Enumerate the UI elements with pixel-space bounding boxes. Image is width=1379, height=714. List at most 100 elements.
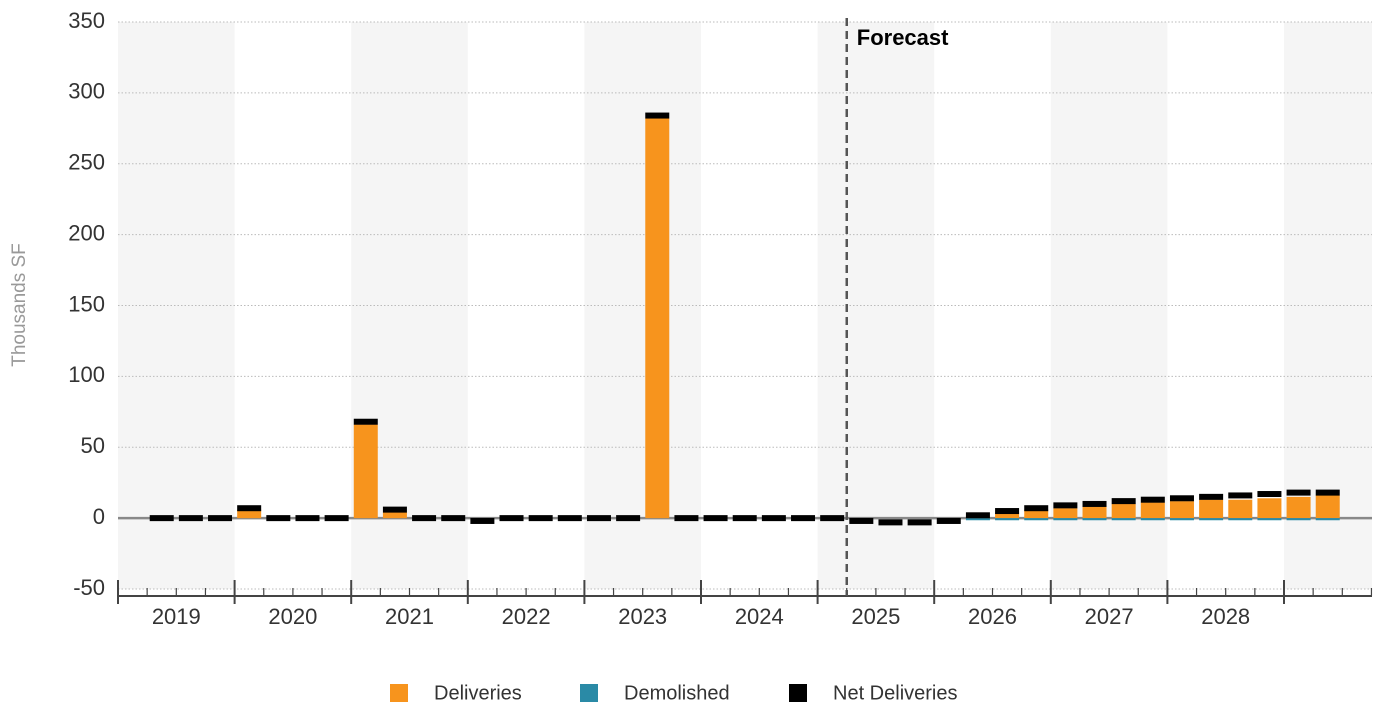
bar-deliveries xyxy=(1140,502,1165,519)
bar-deliveries xyxy=(1228,499,1253,519)
x-tick-label: 2021 xyxy=(385,604,434,629)
y-tick-label: 50 xyxy=(81,433,105,458)
x-tick-label: 2022 xyxy=(502,604,551,629)
net-marker xyxy=(295,515,320,522)
bar-demolished xyxy=(1024,518,1049,521)
net-marker xyxy=(907,519,932,526)
bar-deliveries xyxy=(1257,498,1282,519)
net-marker xyxy=(936,517,961,524)
legend-label: Net Deliveries xyxy=(833,682,957,704)
y-tick-label: 0 xyxy=(93,504,105,529)
bar-deliveries xyxy=(1199,499,1224,519)
year-band xyxy=(118,22,235,589)
y-tick-label: 150 xyxy=(68,291,105,316)
net-marker xyxy=(1199,493,1224,500)
bar-demolished xyxy=(1315,518,1340,521)
net-marker xyxy=(149,515,174,522)
year-band xyxy=(817,22,935,589)
net-marker xyxy=(674,515,699,522)
legend-label: Deliveries xyxy=(434,682,522,704)
net-marker xyxy=(353,418,378,425)
net-marker xyxy=(1082,500,1107,507)
bar-demolished xyxy=(1228,518,1253,521)
y-tick-label: 200 xyxy=(68,220,105,245)
x-tick-label: 2020 xyxy=(268,604,317,629)
net-marker xyxy=(1315,489,1340,496)
bar-deliveries xyxy=(645,118,670,519)
bar-deliveries xyxy=(353,424,378,519)
x-tick-label: 2028 xyxy=(1201,604,1250,629)
net-marker xyxy=(1024,505,1049,512)
net-marker xyxy=(178,515,203,522)
net-marker xyxy=(878,519,903,526)
bar-deliveries xyxy=(1111,503,1136,519)
y-axis-label: Thousands SF xyxy=(9,243,30,367)
bar-deliveries xyxy=(995,512,1020,519)
net-marker xyxy=(1111,498,1136,505)
net-marker xyxy=(1140,496,1165,503)
x-tick-label: 2019 xyxy=(152,604,201,629)
bar-demolished xyxy=(1199,518,1224,521)
bar-demolished xyxy=(1257,518,1282,521)
y-tick-label: 250 xyxy=(68,150,105,175)
bar-deliveries xyxy=(1024,509,1049,519)
y-tick-label: 350 xyxy=(68,8,105,33)
net-marker xyxy=(1257,491,1282,498)
legend-swatch xyxy=(789,684,807,702)
net-marker xyxy=(732,515,757,522)
x-tick-label: 2025 xyxy=(851,604,900,629)
x-tick-label: 2023 xyxy=(618,604,667,629)
net-marker xyxy=(1053,502,1078,509)
bar-demolished xyxy=(1286,518,1311,521)
bar-deliveries xyxy=(382,512,407,519)
bar-demolished xyxy=(1140,518,1165,521)
net-marker xyxy=(616,515,641,522)
net-marker xyxy=(995,508,1020,515)
bar-demolished xyxy=(1111,518,1136,521)
net-marker xyxy=(412,515,437,522)
bar-deliveries xyxy=(1315,495,1340,519)
y-tick-label: 100 xyxy=(68,362,105,387)
net-marker xyxy=(703,515,728,522)
net-marker xyxy=(441,515,466,522)
net-marker xyxy=(557,515,582,522)
forecast-label: Forecast xyxy=(857,25,949,50)
legend-swatch xyxy=(390,684,408,702)
legend-label: Demolished xyxy=(624,682,730,704)
bar-demolished xyxy=(1053,518,1078,521)
net-marker xyxy=(791,515,816,522)
net-marker xyxy=(645,112,670,119)
net-marker xyxy=(324,515,349,522)
bar-deliveries xyxy=(1082,505,1107,519)
bar-demolished xyxy=(1169,518,1194,521)
net-marker xyxy=(849,517,874,524)
net-marker xyxy=(499,515,524,522)
bar-demolished xyxy=(1082,518,1107,521)
net-marker xyxy=(586,515,611,522)
net-marker xyxy=(266,515,291,522)
net-marker xyxy=(470,517,495,524)
net-marker xyxy=(820,515,845,522)
y-tick-label: -50 xyxy=(73,575,105,600)
bar-deliveries xyxy=(1169,501,1194,519)
bar-demolished xyxy=(995,518,1020,521)
net-marker xyxy=(382,506,407,513)
bar-deliveries xyxy=(237,509,262,519)
y-tick-label: 300 xyxy=(68,79,105,104)
bar-demolished xyxy=(965,518,990,521)
net-marker xyxy=(237,505,262,512)
net-marker xyxy=(1169,495,1194,502)
net-marker xyxy=(761,515,786,522)
net-marker xyxy=(528,515,553,522)
net-marker xyxy=(1286,489,1311,496)
net-marker xyxy=(208,515,233,522)
x-tick-label: 2024 xyxy=(735,604,784,629)
net-marker xyxy=(1228,492,1253,499)
x-tick-label: 2027 xyxy=(1085,604,1134,629)
bar-deliveries xyxy=(1286,496,1311,519)
legend-swatch xyxy=(580,684,598,702)
bar-deliveries xyxy=(1053,508,1078,519)
net-marker xyxy=(965,512,990,519)
